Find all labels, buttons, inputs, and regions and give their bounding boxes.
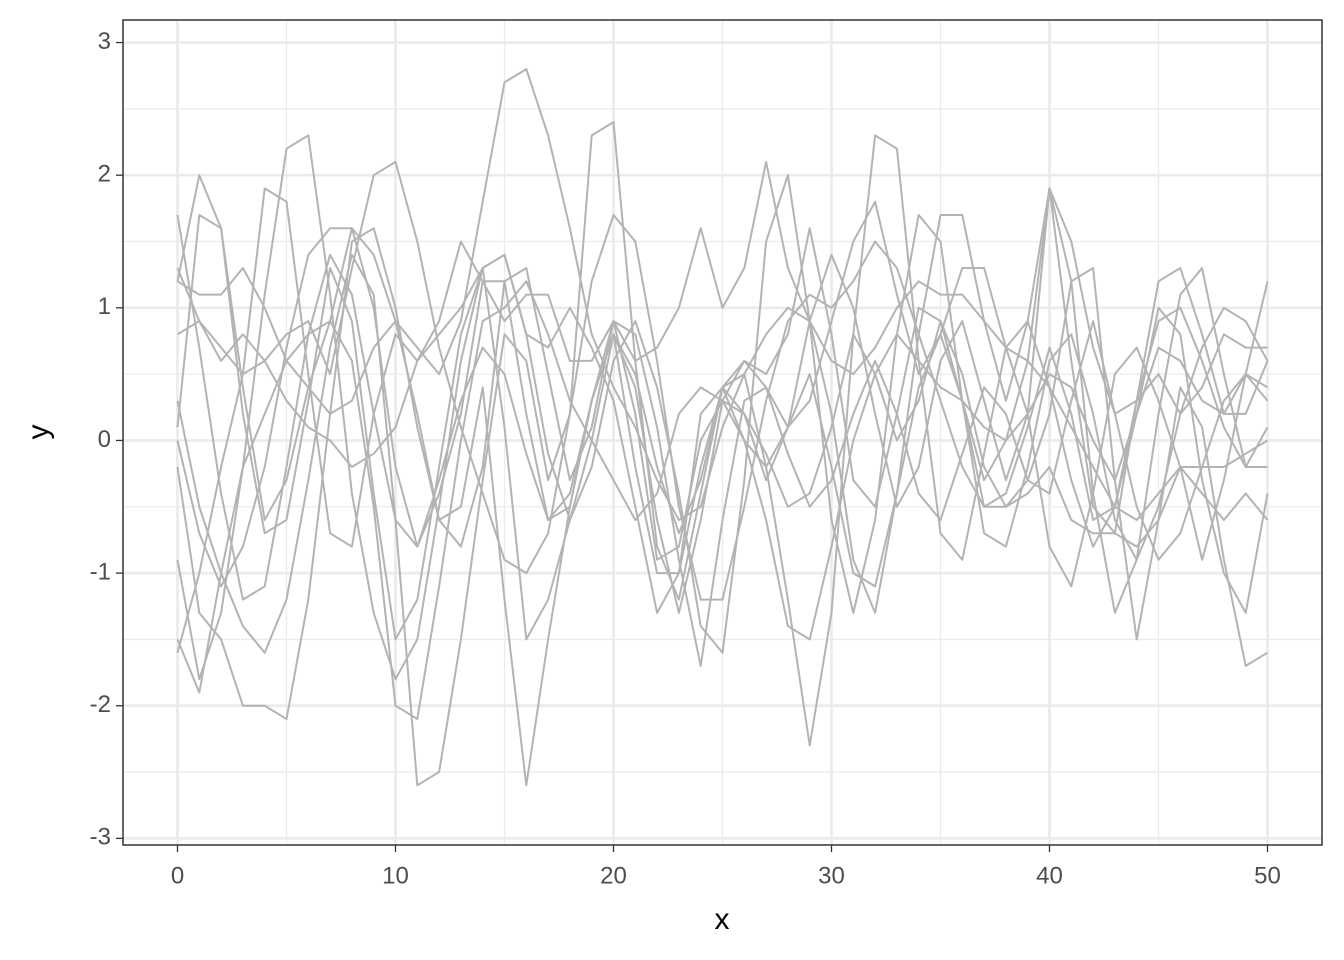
x-tick-label: 10: [382, 862, 409, 889]
series-line: [176, 160, 1268, 653]
panel-border: [122, 19, 1323, 846]
y-tick-label: -3: [90, 824, 111, 851]
x-tick-label: 30: [818, 862, 845, 889]
y-axis-title: y: [22, 425, 55, 440]
y-tick-label: 3: [98, 28, 111, 55]
y-tick-label: -1: [90, 558, 111, 585]
x-tick-label: 50: [1254, 862, 1281, 889]
x-axis-title: x: [715, 903, 730, 936]
x-tick-label: 0: [171, 862, 184, 889]
x-tick-label: 20: [600, 862, 627, 889]
y-tick-label: 1: [98, 293, 111, 320]
y-tick-label: 2: [98, 161, 111, 188]
series-line: [176, 253, 1269, 641]
y-tick-label: 0: [98, 426, 111, 453]
y-tick-label: -2: [90, 691, 111, 718]
series-line: [176, 134, 1269, 681]
series-line: [176, 280, 1269, 720]
x-tick-label: 40: [1036, 862, 1063, 889]
